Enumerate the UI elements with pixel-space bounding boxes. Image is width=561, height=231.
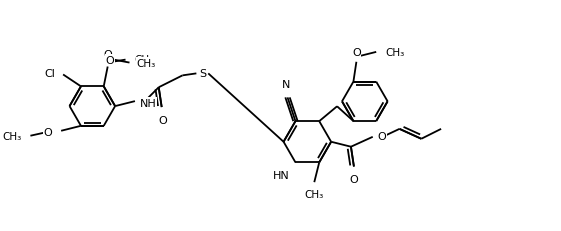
Text: S: S: [199, 69, 206, 79]
Text: O: O: [352, 48, 361, 58]
Text: NH: NH: [140, 99, 157, 109]
Text: CH₃: CH₃: [2, 131, 21, 141]
Text: O: O: [350, 175, 358, 185]
Text: CH₃: CH₃: [135, 54, 154, 64]
Text: HN: HN: [273, 170, 289, 180]
Text: O: O: [105, 55, 114, 65]
Text: O: O: [43, 127, 52, 137]
Text: Cl: Cl: [44, 69, 55, 79]
Text: CH₃: CH₃: [136, 58, 156, 68]
Text: O: O: [378, 131, 387, 141]
Text: CH₃: CH₃: [385, 48, 404, 58]
Text: O: O: [158, 116, 167, 125]
Text: CH₃: CH₃: [305, 189, 324, 199]
Text: O: O: [103, 49, 112, 59]
Text: N: N: [282, 80, 291, 90]
